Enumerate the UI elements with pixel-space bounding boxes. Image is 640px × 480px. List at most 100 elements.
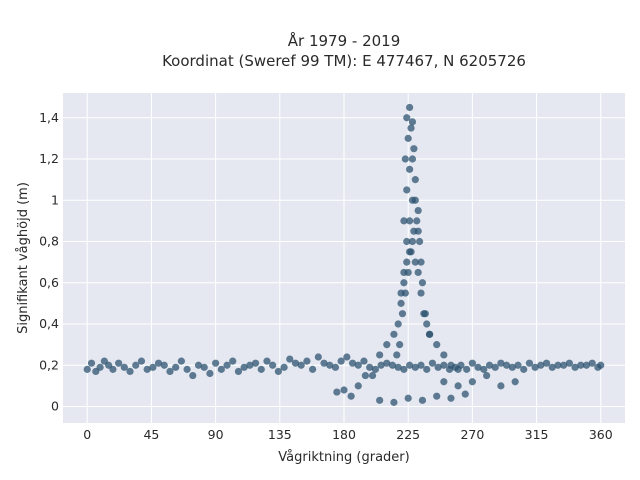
data-point (403, 186, 411, 194)
data-point (183, 365, 191, 373)
data-point (407, 124, 415, 132)
data-point (408, 237, 417, 246)
data-point (331, 363, 340, 371)
data-point (132, 361, 140, 369)
data-point (508, 363, 516, 371)
data-point (194, 361, 203, 369)
data-point (137, 357, 146, 365)
data-point (390, 398, 398, 406)
data-point (217, 365, 225, 373)
data-point (383, 341, 391, 349)
data-point (491, 363, 499, 371)
data-point (320, 359, 328, 367)
x-tick-labels: 0 45 90 135 180 225 270 315 360 (83, 427, 612, 442)
data-point (560, 361, 568, 369)
data-point (440, 378, 448, 386)
x-tick-label: 135 (268, 427, 292, 442)
data-point (343, 353, 351, 361)
data-point (406, 165, 414, 173)
data-point (433, 341, 441, 349)
data-point (415, 237, 424, 246)
data-point (149, 363, 157, 371)
data-point (333, 388, 341, 396)
data-point (582, 361, 591, 369)
data-point (597, 361, 605, 369)
data-point (368, 371, 377, 380)
data-point (423, 320, 431, 328)
data-point (376, 351, 384, 359)
data-point (548, 363, 556, 371)
x-tick-label: 315 (525, 427, 549, 442)
data-point (120, 363, 128, 371)
data-point (166, 367, 174, 376)
data-point (115, 359, 123, 367)
data-point (520, 365, 528, 373)
data-point (383, 359, 391, 367)
data-point (406, 217, 414, 225)
data-point (126, 367, 134, 376)
x-tick-label: 180 (332, 427, 356, 442)
data-point (360, 357, 368, 365)
data-point (474, 363, 482, 371)
data-point (377, 361, 385, 369)
data-point (366, 363, 374, 371)
data-point (423, 365, 431, 373)
y-tick-label: 0,2 (39, 357, 59, 372)
data-point (433, 392, 441, 400)
data-point (404, 134, 412, 142)
data-point (588, 359, 596, 367)
data-point (269, 361, 277, 369)
data-point (347, 392, 355, 400)
data-point (280, 363, 288, 371)
data-point (172, 363, 180, 371)
data-point (461, 390, 469, 398)
data-point (361, 371, 369, 380)
data-point (400, 365, 408, 373)
data-point (411, 258, 419, 266)
data-point (408, 118, 417, 126)
data-point (400, 279, 408, 287)
data-point (511, 378, 519, 386)
data-point (428, 359, 437, 367)
data-point (240, 363, 248, 371)
data-point (403, 258, 411, 266)
x-tick-label: 360 (589, 427, 613, 442)
data-point (109, 365, 117, 373)
data-point (388, 361, 397, 369)
data-point (212, 359, 220, 367)
data-point (485, 361, 494, 369)
data-point (354, 361, 362, 369)
data-point (397, 299, 405, 307)
data-point (440, 351, 448, 359)
y-tick-label: 1,4 (39, 110, 59, 125)
data-point (418, 396, 427, 404)
data-point (480, 365, 488, 373)
x-tick-label: 45 (143, 427, 159, 442)
data-point (417, 289, 425, 297)
data-point (468, 378, 476, 386)
y-tick-labels: 0 0,2 0,4 0,6 0,8 1 1,2 1,4 (39, 110, 59, 414)
data-point (468, 359, 476, 367)
data-point (251, 359, 260, 367)
data-point (417, 361, 425, 369)
data-point (223, 361, 231, 369)
data-point (425, 330, 434, 338)
data-point (434, 363, 442, 371)
data-point (404, 394, 412, 402)
data-point (497, 382, 505, 390)
data-point (406, 103, 414, 112)
data-point (554, 361, 562, 369)
y-axis-title: Signifikant våghöjd (m) (16, 182, 31, 334)
data-point (394, 363, 402, 371)
y-tick-label: 1,2 (39, 151, 59, 166)
data-point (577, 361, 585, 369)
data-point (565, 359, 573, 367)
x-axis-title: Vågriktning (grader) (278, 450, 409, 465)
data-point (200, 363, 208, 371)
data-point (348, 359, 357, 367)
data-point (571, 363, 579, 371)
data-point (411, 176, 419, 184)
data-point (143, 365, 151, 373)
data-point (400, 217, 408, 225)
